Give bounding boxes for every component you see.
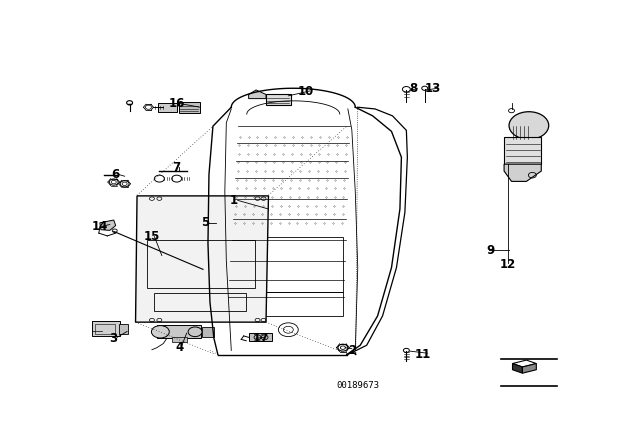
Text: 12: 12 xyxy=(499,258,516,271)
Circle shape xyxy=(152,326,169,338)
Text: 00189673: 00189673 xyxy=(336,381,380,390)
Text: 1: 1 xyxy=(230,194,238,207)
Bar xyxy=(92,322,120,336)
Bar xyxy=(172,337,187,342)
Text: 5: 5 xyxy=(202,216,210,229)
Bar xyxy=(147,240,255,289)
Text: 14: 14 xyxy=(92,220,108,233)
Bar xyxy=(202,327,214,336)
Text: 15: 15 xyxy=(144,230,160,243)
Bar xyxy=(179,102,200,113)
Text: 10: 10 xyxy=(298,85,314,98)
Polygon shape xyxy=(249,90,266,99)
Bar xyxy=(249,333,273,341)
Text: 3: 3 xyxy=(109,332,118,345)
Bar xyxy=(154,293,246,311)
Text: 8: 8 xyxy=(409,82,417,95)
Text: 2: 2 xyxy=(348,344,356,357)
Bar xyxy=(266,95,291,105)
Bar xyxy=(118,323,127,334)
Text: 11: 11 xyxy=(415,348,431,361)
Text: 4: 4 xyxy=(175,341,183,354)
Polygon shape xyxy=(513,363,522,373)
Bar xyxy=(158,103,177,112)
Text: 17: 17 xyxy=(253,332,269,345)
Polygon shape xyxy=(522,363,536,373)
Bar xyxy=(95,324,115,334)
Text: 16: 16 xyxy=(168,97,185,110)
Polygon shape xyxy=(136,196,269,322)
Bar xyxy=(504,137,541,164)
Text: 6: 6 xyxy=(111,168,120,181)
Text: 13: 13 xyxy=(425,82,441,95)
Circle shape xyxy=(509,112,548,139)
Text: 7: 7 xyxy=(173,161,180,174)
Polygon shape xyxy=(513,360,536,367)
Polygon shape xyxy=(100,220,116,230)
Polygon shape xyxy=(504,164,541,181)
Bar xyxy=(157,325,200,338)
Circle shape xyxy=(188,327,202,336)
Text: 9: 9 xyxy=(486,244,495,257)
